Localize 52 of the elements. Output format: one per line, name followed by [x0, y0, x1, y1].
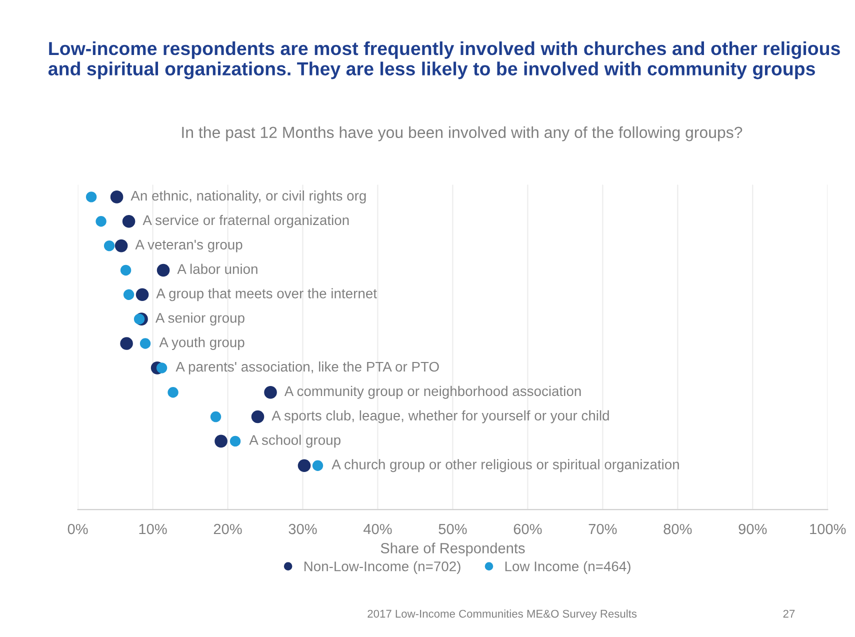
- y-tick-label: A community group or neighborhood association: [284, 386, 581, 399]
- y-tick-label: A senior group: [155, 312, 244, 326]
- point: [96, 216, 106, 227]
- point: [120, 337, 133, 350]
- y-tick-label: A parents' association, like the PTA or PTO: [176, 361, 439, 374]
- point: [86, 192, 97, 202]
- y-tick-label: A sports club, league, whether for yourself or your child: [272, 410, 609, 424]
- point: [122, 214, 136, 228]
- point: [210, 411, 222, 422]
- point: [230, 436, 241, 447]
- point: [136, 288, 149, 302]
- point: [140, 338, 151, 349]
- x-tick-label: 20%: [214, 524, 242, 534]
- legend-label: Low Income (n=464): [505, 561, 630, 574]
- point: [114, 239, 128, 252]
- x-tick-label: 70%: [588, 524, 617, 534]
- text: 2017 Low-Income Communities ME&O Survey Results: [368, 610, 637, 620]
- point: [214, 434, 228, 448]
- point: [312, 460, 324, 471]
- text: 27: [783, 610, 795, 618]
- x-tick-label: 60%: [514, 524, 542, 534]
- point: [168, 387, 178, 398]
- x-tick-label: 50%: [438, 524, 467, 534]
- legend-label: Non-Low-Income (n=702): [304, 561, 460, 574]
- x-axis-title: Share of Respondents: [380, 542, 525, 556]
- y-tick-label: An ethnic, nationality, or civil rights org: [130, 190, 366, 204]
- y-tick-label: A group that meets over the internet: [156, 288, 377, 302]
- chart-title: Low-income respondents are most frequently involved with churches and other religious and spiritual organizations. They are less likely to be involved with community groups: [48, 41, 840, 80]
- x-tick-label: 0%: [68, 524, 88, 534]
- y-tick-label: A veteran's group: [135, 240, 242, 252]
- point: [251, 410, 264, 424]
- point: [104, 240, 115, 252]
- point: [134, 314, 145, 324]
- x-tick-label: 90%: [738, 524, 767, 534]
- x-tick-label: 100%: [810, 524, 846, 534]
- y-tick-label: A labor union: [177, 264, 258, 274]
- x-tick-label: 80%: [664, 524, 692, 534]
- point: [120, 264, 132, 276]
- x-tick-label: 10%: [139, 524, 167, 534]
- x-tick-label: 30%: [288, 524, 317, 534]
- point: [264, 386, 277, 399]
- point: [156, 362, 168, 374]
- y-tick-label: A school group: [249, 434, 340, 448]
- point: [156, 264, 170, 277]
- point: [123, 289, 134, 300]
- x-tick-label: 40%: [363, 524, 392, 534]
- y-tick-label: A service or fraternal organization: [142, 214, 349, 228]
- y-tick-label: A church group or other religious or spiritual organization: [332, 459, 679, 472]
- chart-subtitle: In the past 12 Months have you been involved with any of the following groups?: [182, 126, 742, 142]
- point: [110, 190, 124, 204]
- point: [298, 459, 311, 472]
- y-tick-label: A youth group: [159, 337, 244, 350]
